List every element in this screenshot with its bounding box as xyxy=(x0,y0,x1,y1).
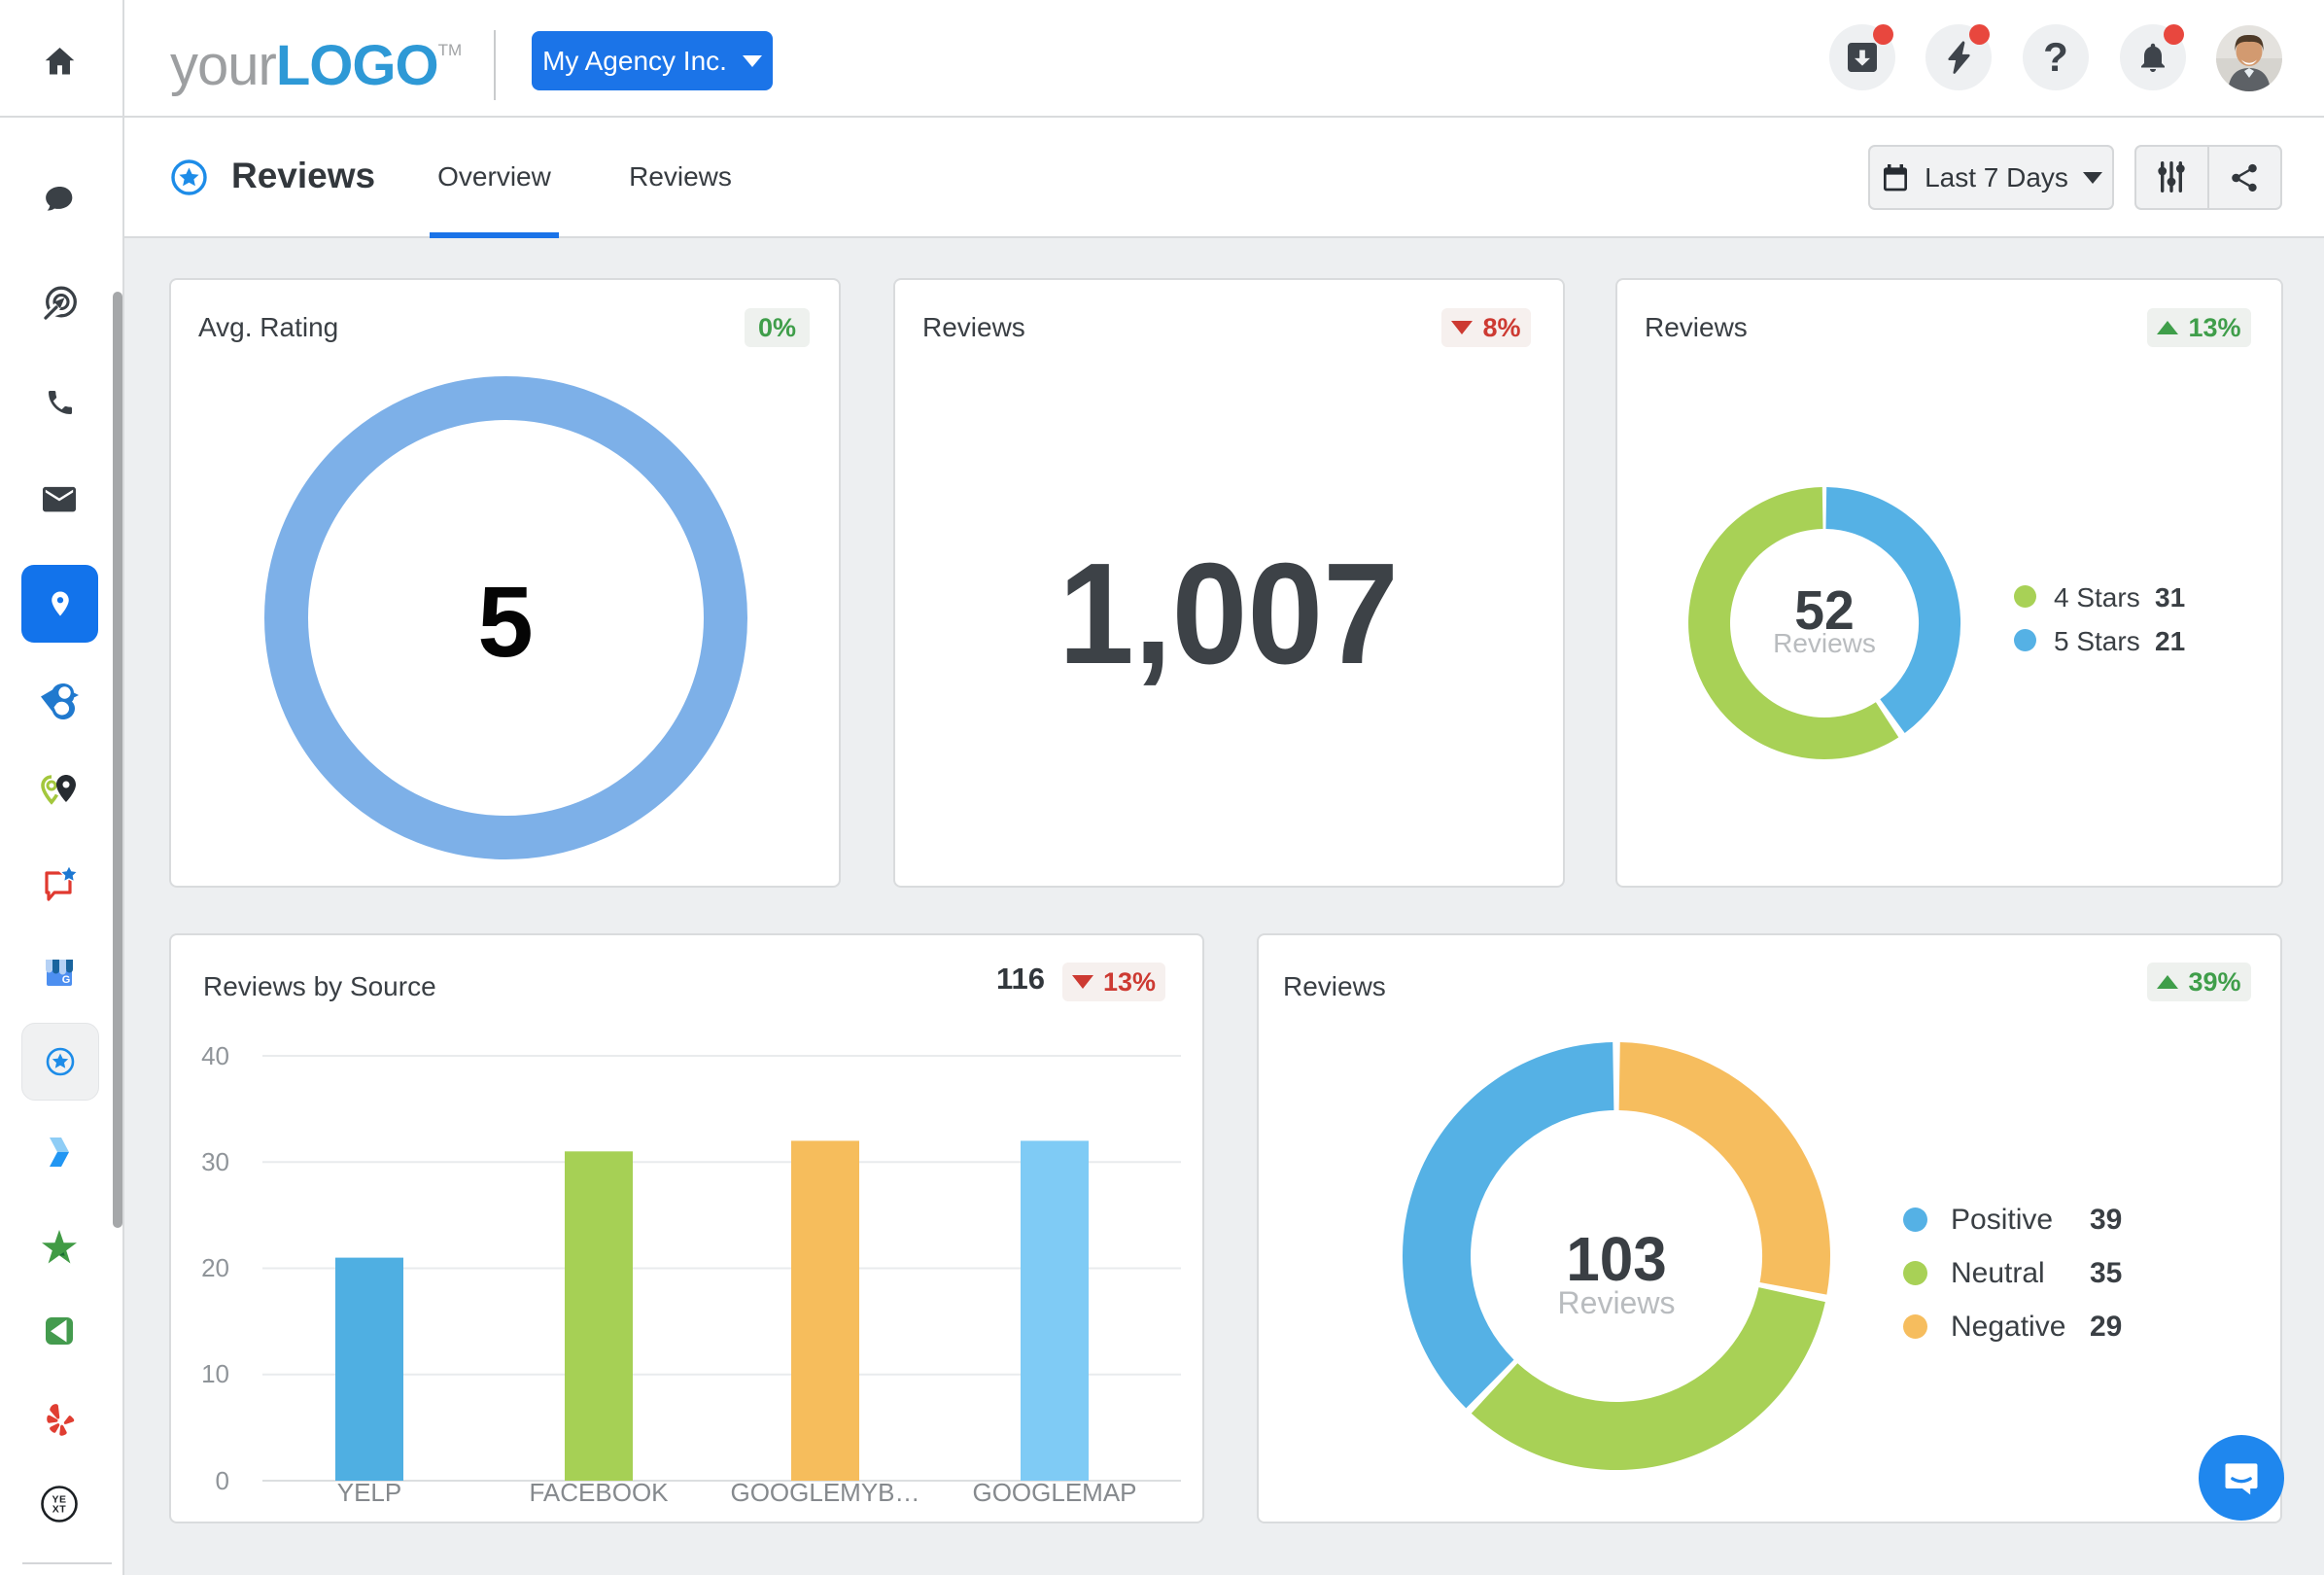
svg-text:20: 20 xyxy=(201,1253,229,1282)
svg-text:30: 30 xyxy=(201,1147,229,1176)
svg-text:FACEBOOK: FACEBOOK xyxy=(529,1478,669,1507)
svg-text:XT: XT xyxy=(52,1504,67,1516)
svg-text:GOOGLEMYB…: GOOGLEMYB… xyxy=(730,1478,919,1507)
svg-text:0: 0 xyxy=(216,1466,229,1495)
svg-text:40: 40 xyxy=(201,1041,229,1070)
svg-text:YELP: YELP xyxy=(337,1478,402,1507)
svg-text:GOOGLEMAP: GOOGLEMAP xyxy=(972,1478,1136,1507)
svg-text:10: 10 xyxy=(201,1359,229,1388)
svg-text:G: G xyxy=(62,974,71,986)
svg-text:YE: YE xyxy=(52,1494,66,1506)
